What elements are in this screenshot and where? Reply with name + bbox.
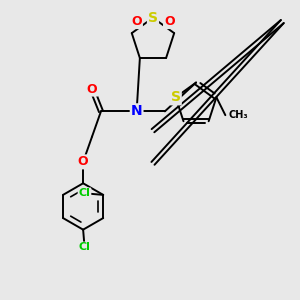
Text: O: O bbox=[131, 15, 142, 28]
Text: CH₃: CH₃ bbox=[228, 110, 248, 120]
Text: O: O bbox=[78, 155, 88, 168]
Text: Cl: Cl bbox=[79, 242, 91, 253]
Text: O: O bbox=[87, 82, 98, 96]
Text: S: S bbox=[148, 11, 158, 25]
Text: N: N bbox=[131, 104, 142, 118]
Text: O: O bbox=[164, 15, 175, 28]
Text: Cl: Cl bbox=[79, 188, 90, 198]
Text: S: S bbox=[171, 90, 181, 104]
